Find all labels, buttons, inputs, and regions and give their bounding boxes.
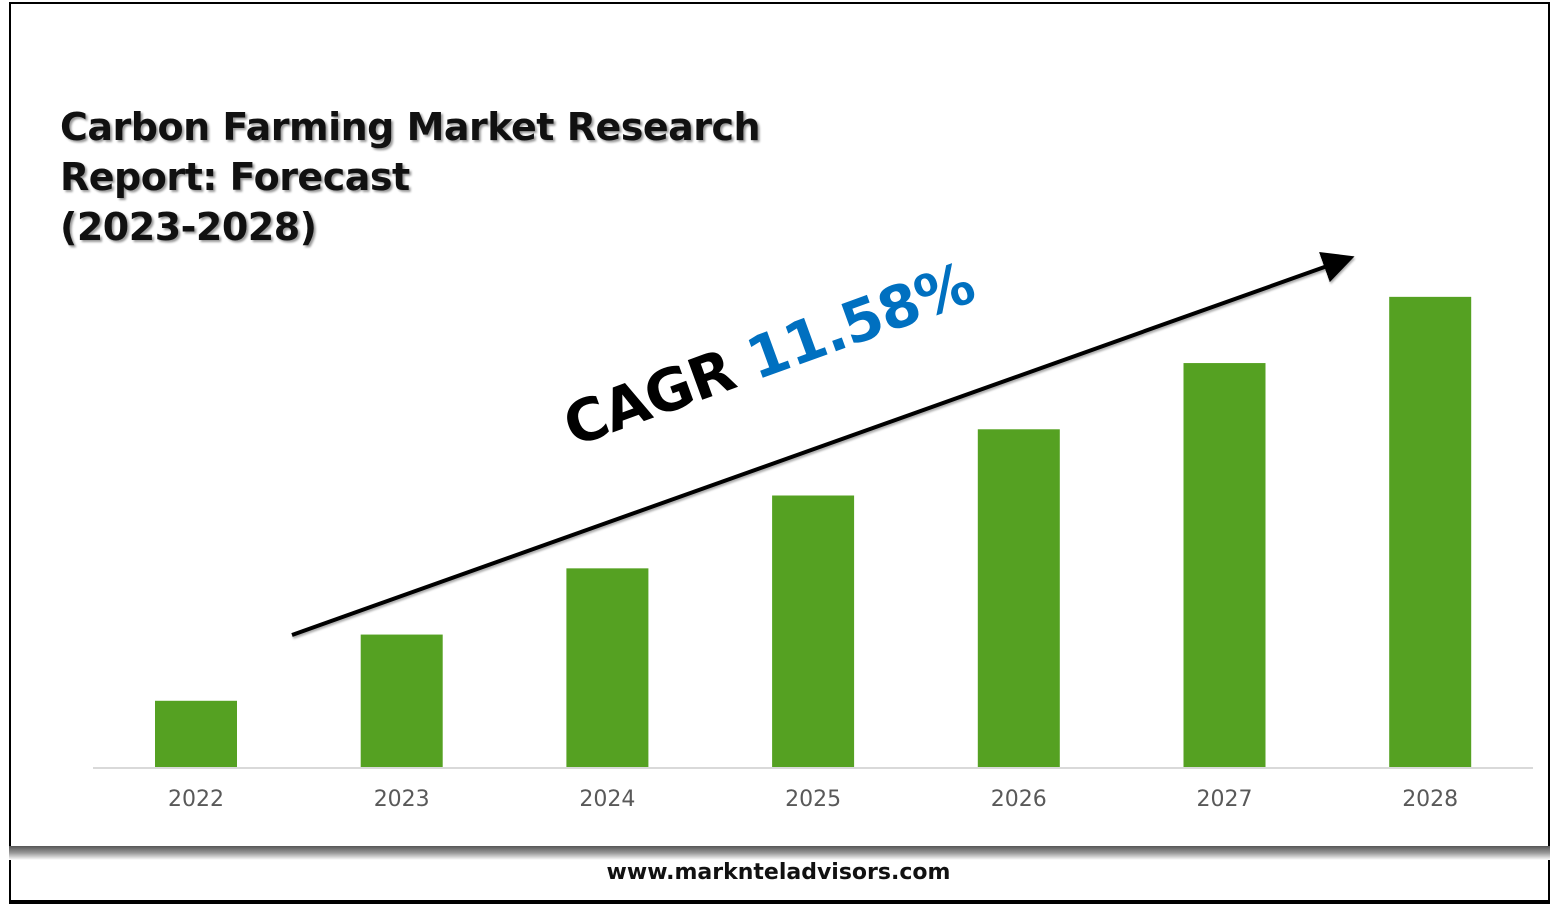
x-tick-label: 2024 [579, 787, 635, 812]
x-tick-label: 2022 [168, 787, 224, 812]
bar-2026 [977, 429, 1060, 767]
x-tick-label: 2025 [785, 787, 841, 812]
bar-2023 [360, 634, 443, 767]
footer-url: www.marknteladvisors.com [606, 860, 951, 885]
x-tick-label: 2027 [1197, 787, 1253, 812]
footer-divider [9, 846, 1550, 860]
chart-title: Carbon Farming Market Research Report: F… [60, 105, 761, 249]
chart-frame [9, 2, 1550, 904]
x-tick-label: 2026 [991, 787, 1047, 812]
x-tick-labels: 2022 2023 2024 2025 2026 2027 2028 [168, 787, 1458, 812]
trend-arrow [291, 251, 1355, 637]
x-tick-label: 2023 [374, 787, 430, 812]
bar-2028 [1389, 296, 1472, 767]
bar-2022 [155, 700, 237, 767]
bars [155, 296, 1472, 767]
x-tick-label: 2028 [1402, 787, 1458, 812]
bar-2025 [772, 495, 855, 767]
bar-2027 [1183, 363, 1266, 767]
bar-2024 [566, 568, 649, 767]
